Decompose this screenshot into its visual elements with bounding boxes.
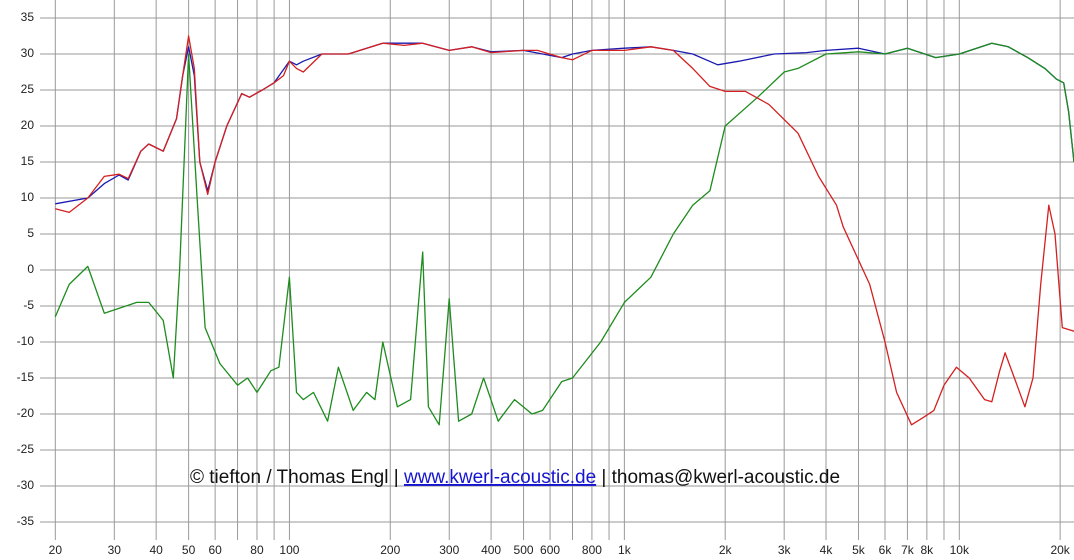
y-tick-label: 30 — [21, 46, 35, 60]
x-tick-label: 50 — [182, 543, 196, 557]
annotation-suffix: | thomas@kwerl-acoustic.de — [601, 467, 840, 488]
y-tick-label: 25 — [21, 82, 35, 96]
x-tick-label: 4k — [820, 543, 834, 557]
series-line — [55, 35, 1074, 426]
y-tick-label: 0 — [27, 262, 34, 276]
x-tick-label: 8k — [921, 543, 935, 557]
annotation-link[interactable]: www.kwerl-acoustic.de — [403, 467, 596, 488]
series-line — [54, 42, 1074, 426]
y-tick-label: 20 — [21, 118, 35, 132]
x-tick-label: 200 — [380, 543, 400, 557]
x-tick-label: 20k — [1050, 543, 1070, 557]
x-tick-label: 2k — [719, 543, 733, 557]
y-tick-label: -5 — [23, 298, 34, 312]
y-tick-label: -10 — [17, 334, 35, 348]
x-tick-label: 3k — [778, 543, 792, 557]
x-tick-label: 80 — [250, 543, 264, 557]
annotation: © tiefton / Thomas Engl | www.kwerl-acou… — [190, 467, 840, 488]
y-tick-label: -20 — [17, 406, 35, 420]
x-tick-label: 600 — [540, 543, 560, 557]
x-tick-label: 400 — [481, 543, 501, 557]
x-tick-label: 1k — [618, 543, 632, 557]
x-tick-label: 10k — [950, 543, 970, 557]
plot-lines — [54, 35, 1074, 426]
x-tick-label: 20 — [49, 543, 63, 557]
y-tick-label: 10 — [21, 190, 35, 204]
x-tick-label: 300 — [439, 543, 459, 557]
x-tick-label: 500 — [514, 543, 534, 557]
y-tick-label: -25 — [17, 442, 35, 456]
x-tick-label: 800 — [582, 543, 602, 557]
annotation-prefix: © tiefton / Thomas Engl | — [190, 467, 399, 488]
x-tick-label: 60 — [208, 543, 222, 557]
y-tick-label: -35 — [17, 514, 35, 528]
x-tick-label: 5k — [852, 543, 866, 557]
y-tick-label: -15 — [17, 370, 35, 384]
y-tick-label: 15 — [21, 154, 35, 168]
y-tick-label: -30 — [17, 478, 35, 492]
x-tick-label: 30 — [108, 543, 122, 557]
x-tick-label: 100 — [279, 543, 299, 557]
x-tick-label: 40 — [149, 543, 163, 557]
y-tick-label: 35 — [21, 10, 35, 24]
y-tick-label: 5 — [27, 226, 34, 240]
x-tick-label: 7k — [901, 543, 915, 557]
x-tick-label: 6k — [879, 543, 893, 557]
